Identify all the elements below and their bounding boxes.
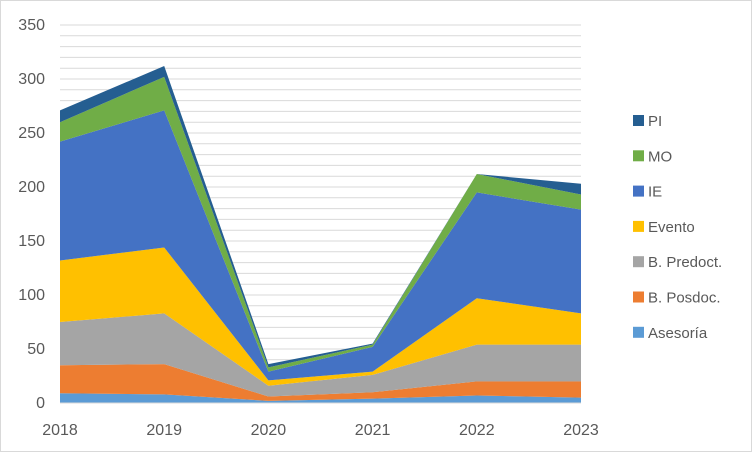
y-tick-label: 50 <box>27 341 45 358</box>
y-axis-ticks: 0 50 100 150 200 250 300 350 <box>18 17 45 412</box>
x-tick-label: 2023 <box>563 422 599 439</box>
legend-swatch <box>633 256 644 268</box>
legend-item: B. Posdoc. <box>633 290 721 307</box>
x-tick-label: 2018 <box>42 422 78 439</box>
legend-label: B. Posdoc. <box>648 290 721 307</box>
area-b-posdoc <box>60 364 581 401</box>
legend-swatch <box>633 326 644 338</box>
legend-label: B. Predoct. <box>648 254 722 271</box>
y-tick-label: 0 <box>36 395 45 412</box>
x-tick-label: 2022 <box>459 422 495 439</box>
legend-item: IE <box>633 184 662 201</box>
legend-label: Asesoría <box>648 325 708 342</box>
y-tick-label: 250 <box>18 125 45 142</box>
x-tick-label: 2020 <box>251 422 287 439</box>
x-tick-label: 2019 <box>146 422 182 439</box>
legend-item: PI <box>633 113 662 130</box>
x-tick-label: 2021 <box>355 422 391 439</box>
y-tick-label: 350 <box>18 17 45 34</box>
y-tick-label: 300 <box>18 71 45 88</box>
area-asesoria <box>60 393 581 403</box>
legend-label: PI <box>648 113 662 130</box>
area-series <box>60 66 581 403</box>
area-evento <box>60 247 581 386</box>
y-tick-label: 100 <box>18 287 45 304</box>
y-tick-label: 200 <box>18 179 45 196</box>
area-b-predoct <box>60 313 581 397</box>
legend-swatch <box>633 115 644 126</box>
x-axis-ticks: 2018 2019 2020 2021 2022 2023 <box>42 422 599 439</box>
legend-item: B. Predoct. <box>633 254 722 271</box>
area-mo <box>60 76 581 372</box>
legend-swatch <box>633 185 644 197</box>
legend-swatch <box>633 291 644 303</box>
legend-label: IE <box>648 184 662 201</box>
legend: PI MO IE Evento B. Predoct. B. Posdoc. Asesorí… <box>633 113 722 342</box>
legend-item: Evento <box>633 219 695 236</box>
legend-swatch <box>633 150 644 162</box>
y-tick-label: 150 <box>18 233 45 250</box>
area-ie <box>60 110 581 381</box>
legend-item: Asesoría <box>633 325 708 342</box>
area-pi <box>60 66 581 368</box>
legend-label: Evento <box>648 219 695 236</box>
legend-item: MO <box>633 148 672 165</box>
legend-label: MO <box>648 148 672 165</box>
legend-swatch <box>633 220 644 232</box>
